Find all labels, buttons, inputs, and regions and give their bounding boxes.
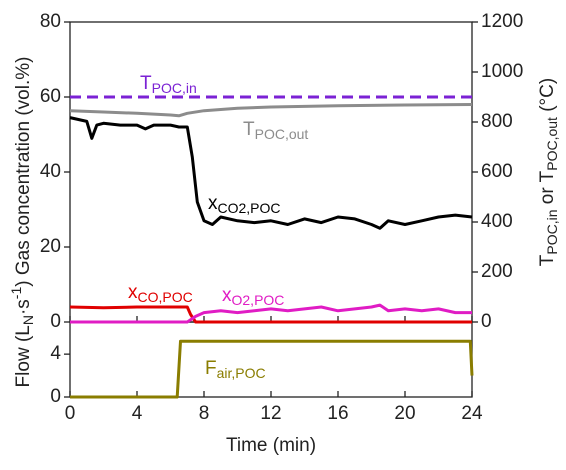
x-tick-label: 16 [327, 403, 348, 424]
label-part: T [243, 119, 255, 140]
y-tick-label: 4 [50, 343, 61, 364]
label-part: CO2,POC [218, 200, 281, 216]
y-tick-label: 0 [50, 311, 61, 332]
label-part: N [20, 315, 36, 325]
series-label: TPOC,out [243, 119, 308, 142]
label-part: T [537, 254, 558, 266]
series-line [69, 103, 473, 118]
label-part: ) Gas concentration (vol.%) [13, 57, 34, 287]
x-tick-label: 24 [461, 403, 483, 424]
y-tick-label: 40 [40, 161, 61, 182]
y2-tick-label: 200 [481, 261, 513, 282]
series-line [69, 116, 473, 230]
y-tick-label: 20 [40, 236, 61, 257]
series-line [69, 305, 472, 324]
x-tick-label: 20 [394, 403, 415, 424]
x-tick-label: 4 [132, 403, 143, 424]
y-axis-label: Flow (LN·s-1) Gas concentration (vol.%) [8, 57, 36, 388]
y2-axis-label: TPOC,in or TPOC,out (°C) [537, 78, 560, 266]
label-part: x [222, 285, 232, 306]
y2-tick-label: 800 [481, 111, 513, 132]
label-part: T [140, 73, 152, 94]
label-part: air,POC [217, 365, 266, 381]
series-label: xO2,POC [222, 285, 284, 308]
label-part: x [128, 282, 138, 303]
y2-tick-label: 1200 [481, 11, 523, 32]
series-label: xCO,POC [128, 282, 193, 305]
y-tick-label: 80 [40, 11, 61, 32]
series-label: Fair,POC [205, 358, 266, 381]
x-tick-label: 8 [199, 403, 210, 424]
y2-tick-label: 0 [481, 311, 492, 332]
series-line [70, 339, 474, 399]
label-part: F [205, 358, 217, 379]
y2-tick-label: 600 [481, 161, 513, 182]
label-part: POC,out [544, 117, 560, 171]
top-frame [69, 21, 473, 323]
bottom-frame [69, 321, 473, 398]
y2-tick-label: 1000 [481, 61, 523, 82]
label-part: (°C) [537, 78, 558, 117]
label-part: POC,in [544, 209, 560, 254]
label-part: ·s [13, 299, 34, 315]
y-tick-label: 60 [40, 86, 61, 107]
x-tick-label: 12 [260, 403, 281, 424]
label-part: POC,in [152, 80, 197, 96]
label-part: or T [537, 170, 558, 209]
series-label: xCO2,POC [208, 193, 281, 216]
label-part: POC,out [255, 126, 309, 142]
y-tick-label: 0 [50, 386, 61, 407]
series-line [70, 303, 472, 324]
y2-tick-label: 400 [481, 211, 513, 232]
label-part: CO,POC [138, 289, 193, 305]
label-part: -1 [8, 287, 24, 300]
x-tick-label: 0 [65, 403, 76, 424]
label-part: x [208, 193, 218, 214]
label-part: O2,POC [232, 292, 285, 308]
series-label: TPOC,in [140, 73, 197, 96]
x-axis-label: Time (min) [226, 435, 316, 456]
label-part: Flow (L [13, 325, 34, 387]
